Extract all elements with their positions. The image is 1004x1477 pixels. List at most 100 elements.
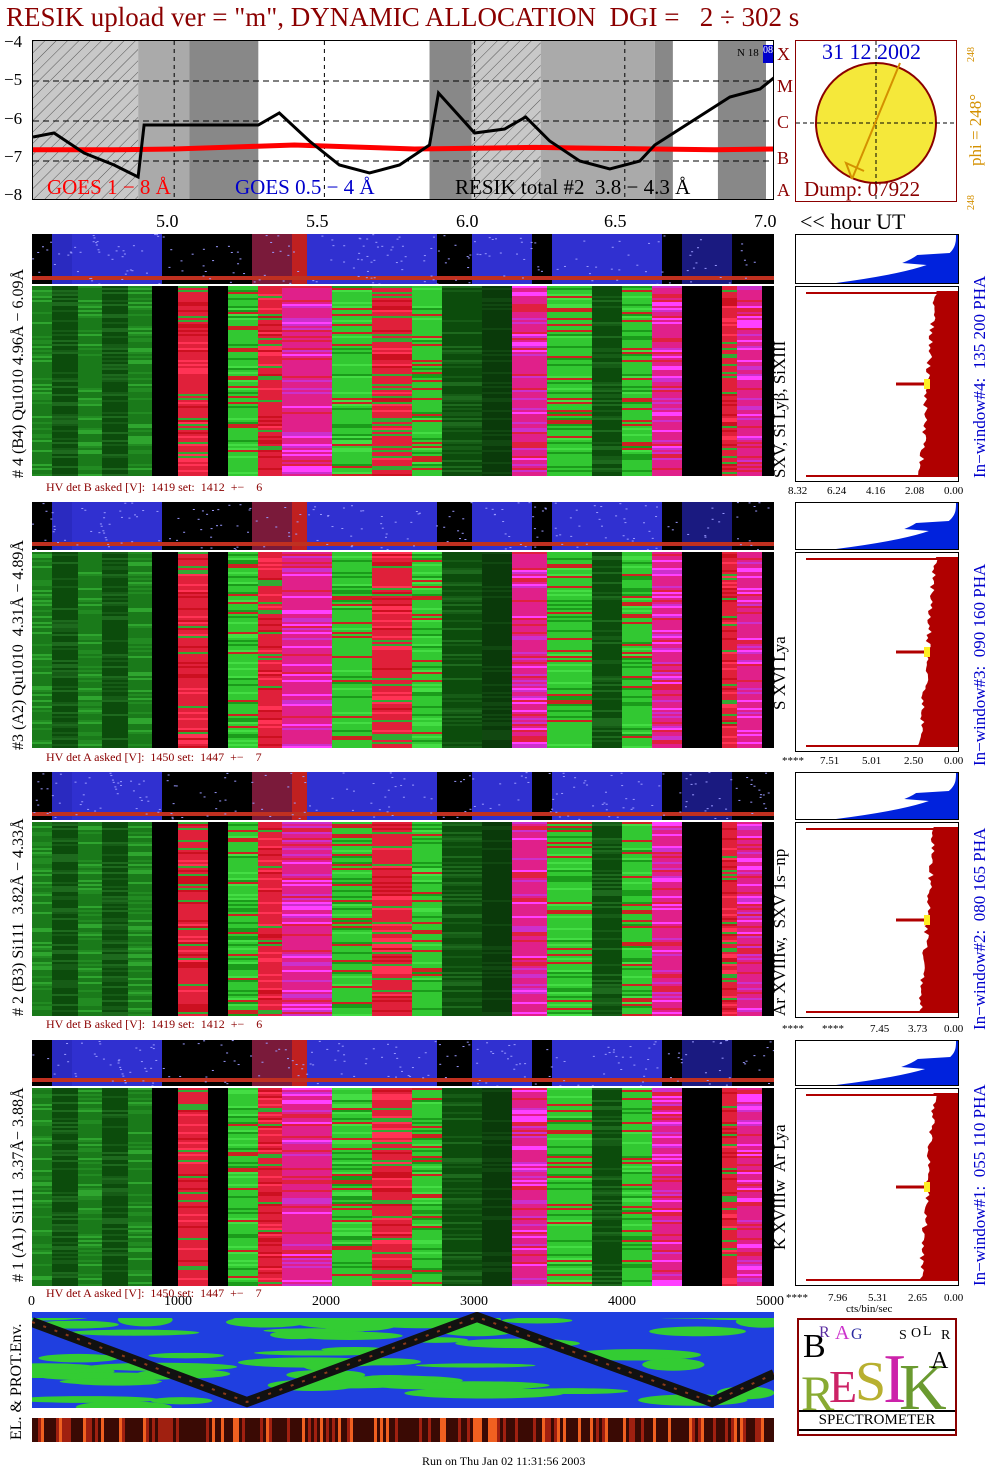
pha-speckle bbox=[765, 772, 768, 774]
spectrogram-stripe bbox=[258, 346, 282, 348]
spectrogram-stripe bbox=[622, 852, 652, 854]
spectrogram-stripe bbox=[78, 702, 102, 704]
pha-speckle bbox=[119, 781, 122, 783]
pha-speckle bbox=[485, 1082, 488, 1084]
spectrogram-stripe bbox=[32, 656, 52, 658]
pha-speckle bbox=[263, 274, 266, 276]
pha-speckle bbox=[102, 530, 105, 532]
spectrogram-stripe bbox=[412, 666, 442, 668]
pha-speckle bbox=[730, 779, 733, 781]
spectrogram-stripe bbox=[482, 966, 512, 968]
spectrogram-stripe bbox=[52, 1118, 78, 1120]
spectrogram-stripe bbox=[52, 882, 78, 884]
spectrogram-stripe bbox=[78, 690, 102, 692]
spectrogram-stripe bbox=[178, 886, 208, 888]
spectrogram-stripe bbox=[282, 696, 332, 698]
spectrogram-stripe bbox=[282, 286, 332, 288]
pha-speckle bbox=[210, 528, 213, 530]
spectrogram-column bbox=[208, 286, 228, 476]
spectrogram-stripe bbox=[32, 322, 52, 324]
spectrogram-stripe bbox=[722, 356, 737, 358]
spectrogram-stripe bbox=[442, 706, 482, 708]
spectrogram-stripe bbox=[482, 596, 512, 598]
spectrogram-stripe bbox=[622, 338, 652, 340]
spectrogram-stripe bbox=[722, 706, 737, 708]
spectrogram-stripe bbox=[332, 608, 372, 610]
spectrogram-stripe bbox=[722, 936, 737, 938]
pha-speckle bbox=[662, 773, 665, 775]
pha-histogram-fill bbox=[836, 235, 958, 283]
spectrogram-stripe bbox=[32, 1094, 52, 1096]
spectrogram-stripe bbox=[332, 1142, 372, 1144]
spectrogram-stripe bbox=[332, 374, 372, 376]
spectrogram-stripe bbox=[737, 336, 762, 338]
spectrogram-stripe bbox=[102, 1276, 128, 1278]
pha-speckle bbox=[236, 251, 239, 253]
spectrogram-stripe bbox=[332, 1168, 372, 1170]
spectrogram-stripe bbox=[258, 652, 282, 654]
spectrogram-stripe bbox=[442, 916, 482, 918]
spectrogram-stripe bbox=[482, 736, 512, 738]
pha-speckle bbox=[332, 245, 335, 247]
spectrogram-stripe bbox=[228, 910, 258, 912]
spectrogram-stripe bbox=[178, 600, 208, 602]
spectrogram-1 bbox=[32, 1088, 774, 1286]
spectrogram-stripe bbox=[372, 402, 412, 404]
pha-speckle bbox=[121, 278, 124, 280]
spectrogram-stripe bbox=[652, 974, 682, 976]
spectrogram-stripe bbox=[282, 348, 332, 350]
spectrogram-stripe bbox=[32, 428, 52, 430]
spectrogram-stripe bbox=[52, 466, 78, 468]
spectrogram-stripe bbox=[32, 1130, 52, 1132]
spectrogram-stripe bbox=[128, 970, 152, 972]
pha-speckle bbox=[309, 805, 312, 807]
spectrogram-stripe bbox=[258, 400, 282, 402]
spectrogram-stripe bbox=[128, 964, 152, 966]
spectrogram-stripe bbox=[332, 1164, 372, 1166]
pha-speckle bbox=[266, 517, 269, 519]
spectrogram-stripe bbox=[78, 1196, 102, 1198]
spectrogram-stripe bbox=[128, 922, 152, 924]
spectrogram-stripe bbox=[52, 1272, 78, 1274]
spectrogram-stripe bbox=[512, 570, 547, 572]
spectrogram-stripe bbox=[78, 342, 102, 344]
spectrogram-stripe bbox=[412, 908, 442, 910]
spectrogram-stripe bbox=[372, 428, 412, 430]
spectrogram-stripe bbox=[482, 952, 512, 954]
spectrogram-stripe bbox=[128, 1248, 152, 1250]
spectrogram-stripe bbox=[282, 714, 332, 716]
pha-speckle bbox=[644, 505, 647, 507]
spectrogram-column bbox=[762, 552, 774, 748]
spectrogram-stripe bbox=[52, 310, 78, 312]
spectrogram-stripe bbox=[78, 1090, 102, 1092]
spectrogram-stripe bbox=[258, 654, 282, 656]
spectrogram-stripe bbox=[128, 1226, 152, 1228]
spectrogram-stripe bbox=[228, 380, 258, 382]
spectrogram-stripe bbox=[412, 968, 442, 970]
spectrogram-stripe bbox=[258, 720, 282, 722]
spectrogram-stripe bbox=[372, 668, 412, 670]
pha-speckle bbox=[284, 507, 287, 509]
spectrogram-stripe bbox=[512, 446, 547, 448]
spectrogram-stripe bbox=[228, 918, 258, 920]
spectrogram-stripe bbox=[412, 560, 442, 562]
spectrogram-stripe bbox=[547, 552, 592, 554]
spectrogram-stripe bbox=[52, 940, 78, 942]
spectrogram-stripe bbox=[282, 918, 332, 920]
spectrogram-stripe bbox=[32, 378, 52, 380]
spectrogram-stripe bbox=[282, 1280, 332, 1282]
spectrogram-stripe bbox=[78, 1208, 102, 1210]
spectrogram-stripe bbox=[258, 1156, 282, 1158]
spectrogram-stripe bbox=[482, 978, 512, 980]
spectrogram-stripe bbox=[102, 578, 128, 580]
spectrogram-stripe bbox=[622, 958, 652, 960]
spectrogram-stripe bbox=[592, 692, 622, 694]
spectrogram-stripe bbox=[482, 410, 512, 412]
spectrogram-stripe bbox=[32, 860, 52, 862]
spectrogram-stripe bbox=[78, 1140, 102, 1142]
spectrogram-stripe bbox=[332, 472, 372, 474]
pha-speckle bbox=[261, 808, 264, 810]
pha-speckle bbox=[762, 794, 765, 796]
pha-speckle bbox=[224, 1081, 227, 1083]
legend-goes-short: GOES 0.5 − 4 Å bbox=[235, 175, 375, 199]
